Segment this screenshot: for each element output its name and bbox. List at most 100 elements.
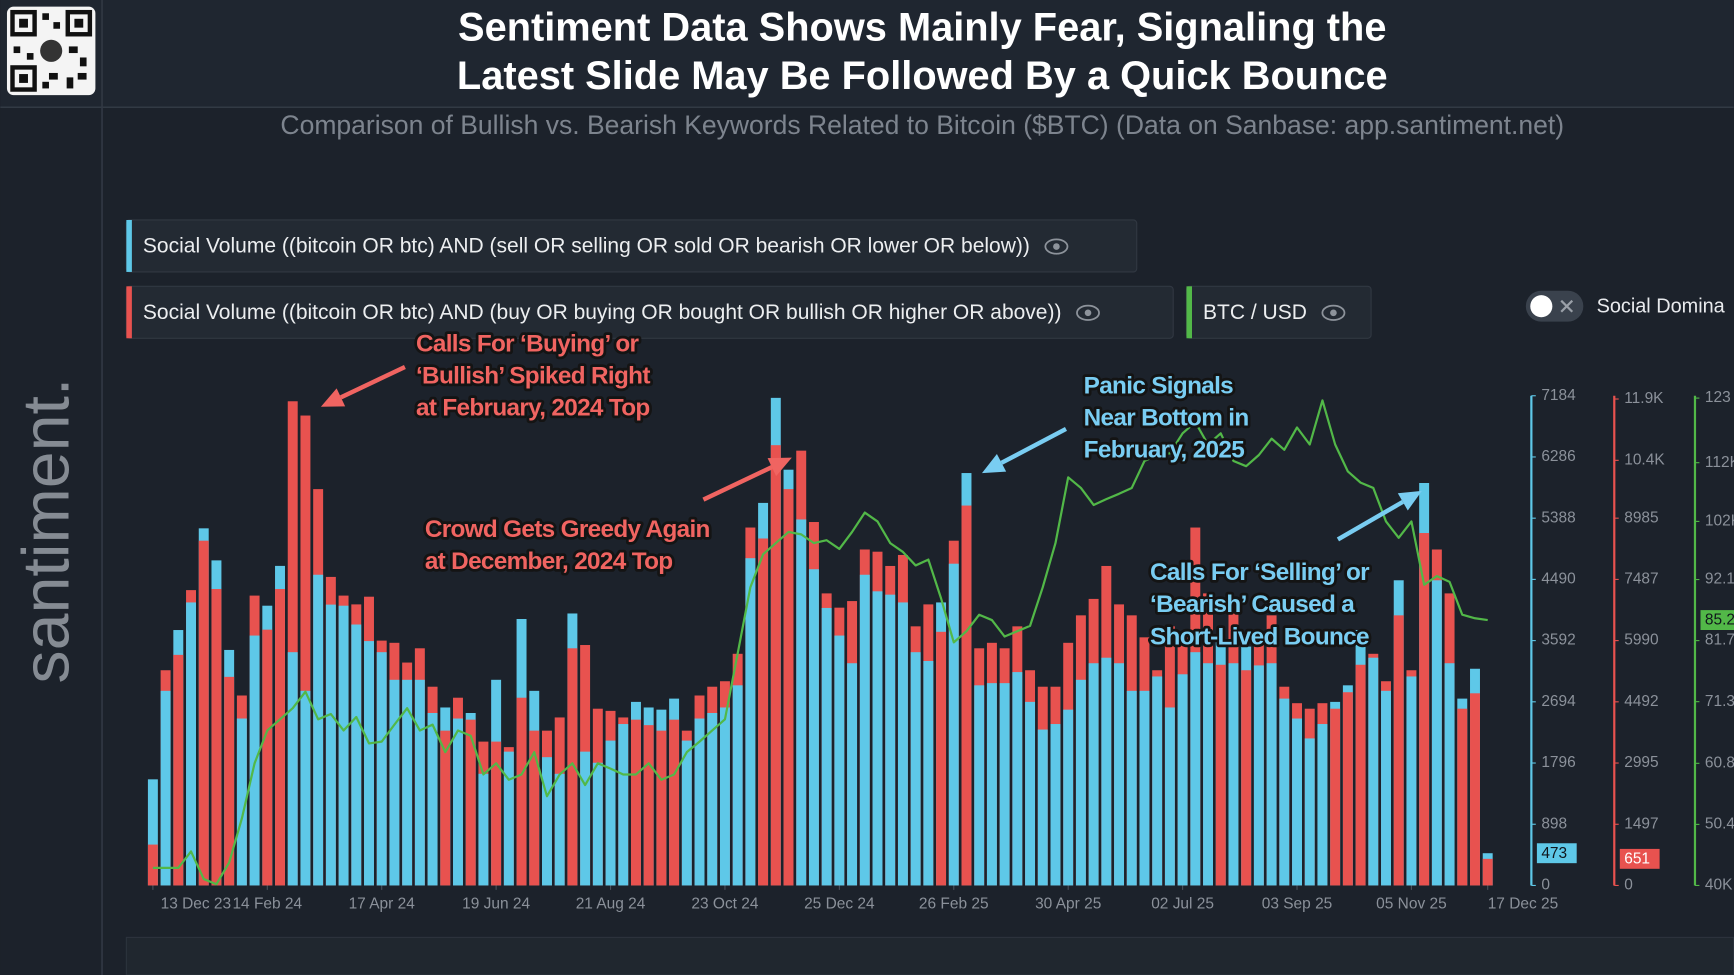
bar <box>186 602 196 886</box>
x-tick-label: 17 Dec 25 <box>1488 895 1559 912</box>
bar <box>1177 674 1188 886</box>
bar <box>986 683 997 886</box>
qr-code <box>6 6 96 96</box>
annotation-text: at December, 2024 Top <box>425 548 673 575</box>
x-tick-label: 25 Dec 24 <box>804 895 875 912</box>
y-tick-label: 40K <box>1705 877 1733 894</box>
title-line: Latest Slide May Be Followed By a Quick … <box>457 54 1388 98</box>
y-tick-label: 5990 <box>1624 632 1658 649</box>
annotation-text: ‘Bullish’ Spiked Right <box>416 362 650 389</box>
bar <box>427 712 438 886</box>
bar <box>1431 580 1442 886</box>
y-tick-label: 1796 <box>1541 754 1575 771</box>
bar <box>1050 724 1061 886</box>
bar <box>847 663 858 886</box>
legend-label: BTC / USD <box>1203 301 1307 324</box>
annotation-text: Near Bottom in <box>1084 404 1249 431</box>
last-value-label: 85.2 <box>1705 612 1734 629</box>
annotation-arrow <box>702 465 773 502</box>
bar <box>376 652 387 886</box>
y-tick-label: 5388 <box>1541 509 1575 526</box>
last-value-tag <box>1619 848 1660 869</box>
visibility-toggle[interactable] <box>1076 304 1100 321</box>
toggle[interactable] <box>1525 290 1584 322</box>
annotation-arrow <box>1000 426 1068 465</box>
bar <box>783 489 794 886</box>
x-tick-label: 03 Sep 25 <box>1262 895 1333 912</box>
x-tick-label: 30 Apr 25 <box>1035 895 1101 912</box>
bar <box>1253 665 1264 886</box>
bar <box>1139 690 1150 886</box>
annotation-text: February, 2025 <box>1084 436 1245 463</box>
bar <box>1228 663 1239 886</box>
bar <box>618 724 629 886</box>
visibility-toggle[interactable] <box>1321 304 1346 321</box>
annotation-text: Crowd Gets Greedy Again <box>425 516 710 543</box>
visibility-toggle[interactable] <box>1044 238 1069 255</box>
bar <box>529 730 540 886</box>
bar <box>770 445 781 886</box>
bar <box>402 679 413 886</box>
bar <box>1457 708 1468 886</box>
bar <box>554 773 565 886</box>
y-tick-label: 898 <box>1541 815 1567 832</box>
bar <box>669 719 680 886</box>
y-tick-label: 123 <box>1705 389 1731 406</box>
last-value-tag <box>1700 610 1734 631</box>
bar <box>1368 657 1379 886</box>
legend-swatch <box>126 219 132 272</box>
bar <box>491 741 502 886</box>
bar <box>1241 670 1252 886</box>
bar <box>936 631 947 886</box>
y-tick-label: 3592 <box>1541 632 1575 649</box>
bar <box>147 779 158 886</box>
toggle-label: Social Domina <box>1597 296 1726 318</box>
bar <box>1075 679 1086 886</box>
bar <box>1203 663 1214 886</box>
annotation-text: ‘Bearish’ Caused a <box>1150 591 1355 618</box>
bar <box>605 740 616 886</box>
y-tick-label: 0 <box>1541 877 1550 894</box>
x-tick-label: 17 Apr 24 <box>349 895 416 912</box>
bar <box>236 718 247 886</box>
y-tick-label: 0 <box>1624 877 1633 894</box>
bar <box>1393 615 1404 886</box>
legend-swatch <box>126 286 132 339</box>
bar <box>808 569 819 886</box>
bar <box>885 594 896 886</box>
x-tick-label: 21 Aug 24 <box>576 895 646 912</box>
bar <box>338 605 349 886</box>
y-tick-label: 50.4K <box>1705 815 1734 832</box>
bar <box>1406 676 1417 886</box>
navigator[interactable] <box>125 936 1734 975</box>
bar <box>745 558 756 886</box>
eye-outline <box>1321 304 1346 321</box>
bar <box>1215 664 1226 886</box>
bar <box>542 757 552 886</box>
bar <box>834 635 845 886</box>
bar <box>681 740 692 886</box>
bar <box>1190 652 1201 886</box>
bar <box>859 574 870 886</box>
annotation-arrow <box>339 365 406 400</box>
bar <box>1101 657 1112 886</box>
bar <box>719 707 730 886</box>
bar <box>999 683 1010 886</box>
bar <box>313 574 324 886</box>
bar <box>948 563 959 886</box>
bar <box>1317 724 1328 886</box>
bar <box>389 679 400 886</box>
bar <box>1126 690 1137 886</box>
bar <box>580 751 591 886</box>
bar <box>287 401 298 886</box>
bar <box>351 624 362 886</box>
bar <box>1342 692 1353 886</box>
bar <box>974 685 985 886</box>
bar <box>300 415 311 886</box>
bar <box>1470 693 1480 886</box>
bar <box>961 505 972 886</box>
y-tick-label: 6286 <box>1541 448 1575 465</box>
bar <box>1164 707 1175 886</box>
bar <box>198 540 209 886</box>
